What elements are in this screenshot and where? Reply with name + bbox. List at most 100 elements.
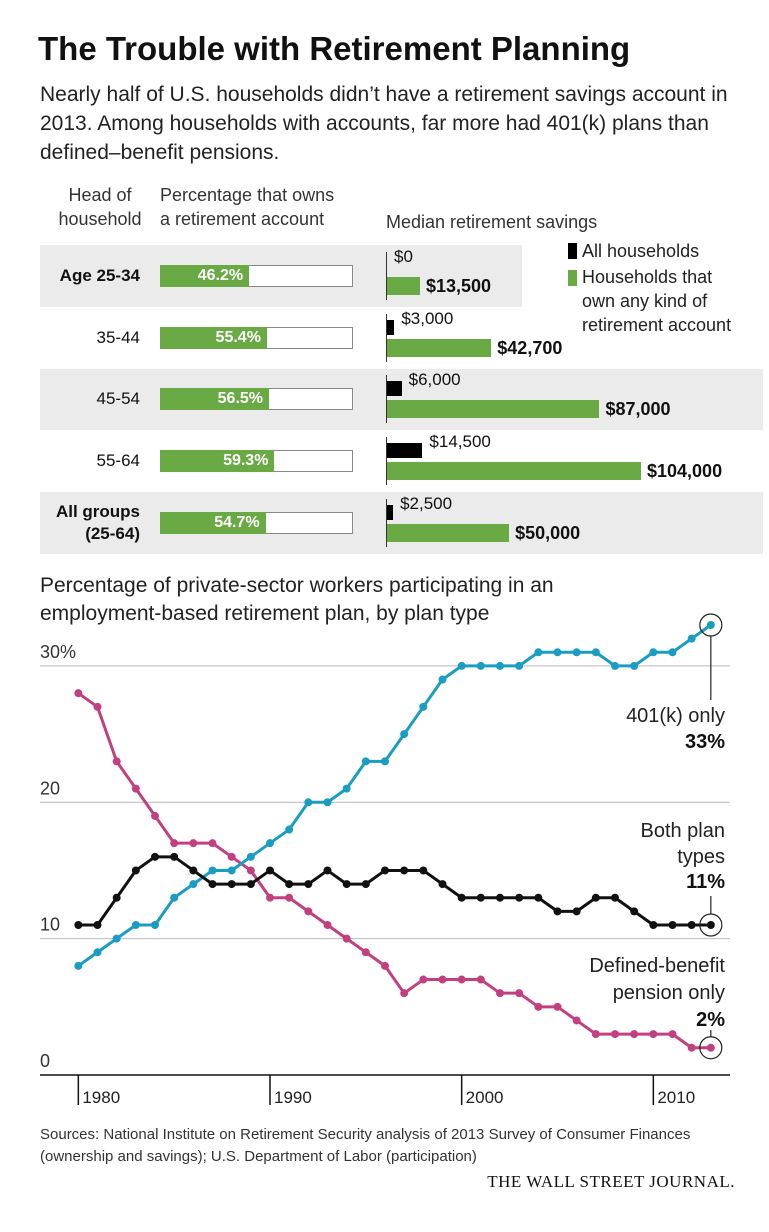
series-line bbox=[77, 691, 711, 1050]
series-point bbox=[591, 1030, 600, 1039]
annotation-value: 11% bbox=[686, 871, 725, 893]
category-label: All groups (25-64) bbox=[55, 501, 140, 543]
series-point bbox=[170, 852, 179, 861]
x-tick-label: 1990 bbox=[274, 1088, 312, 1107]
series-point bbox=[285, 893, 294, 902]
series-point bbox=[151, 811, 159, 820]
series-point bbox=[457, 975, 466, 984]
series-point bbox=[131, 784, 140, 793]
series-point bbox=[304, 880, 313, 889]
series-point bbox=[457, 661, 466, 670]
legend-swatch bbox=[568, 243, 577, 259]
series-point bbox=[361, 757, 370, 766]
series-point bbox=[400, 989, 409, 998]
series-point bbox=[285, 880, 294, 889]
series-point bbox=[189, 839, 198, 848]
ownership-bar bbox=[160, 326, 267, 349]
savings-label: $14,500 bbox=[429, 432, 491, 452]
series-point bbox=[266, 893, 274, 902]
series-point bbox=[668, 921, 677, 929]
series-point bbox=[361, 948, 370, 957]
series-point bbox=[227, 880, 236, 889]
savings-bar bbox=[387, 319, 395, 335]
series-point bbox=[74, 689, 83, 698]
category-label: 55-64 bbox=[96, 451, 140, 471]
series-point bbox=[93, 702, 102, 711]
category-label: Age 25-34 bbox=[59, 265, 140, 285]
series-point bbox=[189, 866, 198, 875]
series-point bbox=[687, 1043, 696, 1052]
y-tick-label: 20 bbox=[40, 778, 60, 798]
ownership-label: 54.7% bbox=[214, 513, 260, 531]
series-point bbox=[342, 934, 351, 943]
series-point bbox=[381, 757, 389, 766]
series-point bbox=[93, 921, 102, 929]
ownership-bar bbox=[160, 388, 270, 411]
savings-bar bbox=[387, 523, 510, 542]
annotation-label: Both plan types bbox=[640, 820, 725, 868]
series-point bbox=[342, 880, 351, 889]
line-chart-title: Percentage of private-sector workers par… bbox=[40, 574, 554, 625]
series-point bbox=[381, 866, 389, 875]
series-point bbox=[649, 1030, 658, 1039]
x-tick-label: 1980 bbox=[82, 1088, 120, 1107]
series-line bbox=[78, 855, 711, 927]
series-point bbox=[74, 961, 83, 970]
series-point bbox=[687, 921, 696, 929]
y-tick-label: 0 bbox=[40, 1051, 50, 1071]
series-point bbox=[534, 1002, 543, 1011]
annotation-value: 33% bbox=[684, 731, 725, 753]
series-point bbox=[630, 907, 639, 916]
savings-bar bbox=[387, 462, 641, 481]
series-point bbox=[266, 839, 274, 848]
series-point bbox=[208, 839, 217, 848]
column-title: Median retirement savings bbox=[386, 212, 598, 232]
series-point bbox=[266, 866, 274, 875]
series-point bbox=[208, 866, 217, 875]
series-point bbox=[323, 866, 332, 875]
series-point bbox=[381, 961, 389, 970]
series-point bbox=[706, 621, 715, 629]
series-point bbox=[131, 866, 140, 875]
series-point bbox=[611, 893, 619, 902]
series-point bbox=[285, 825, 294, 834]
x-tick-label: 2010 bbox=[657, 1088, 695, 1107]
annotation-label: 401(k) only bbox=[626, 705, 725, 727]
series-point bbox=[131, 921, 140, 929]
series-point bbox=[611, 1030, 619, 1039]
series-point bbox=[649, 648, 658, 657]
sources: Sources: National Institute on Retiremen… bbox=[40, 1126, 691, 1165]
savings-label: $87,000 bbox=[605, 399, 671, 420]
series-point bbox=[112, 757, 121, 766]
series-point bbox=[112, 893, 121, 902]
series-point bbox=[323, 798, 332, 807]
savings-label: $13,500 bbox=[425, 275, 492, 296]
series-point bbox=[687, 634, 696, 643]
legend-label: Households that own any kind of retireme… bbox=[582, 267, 732, 335]
series-point bbox=[170, 839, 179, 848]
savings-axis bbox=[386, 437, 387, 486]
column-title: Percentage that owns a retirement accoun… bbox=[160, 185, 335, 229]
series-point bbox=[323, 921, 332, 929]
series-point bbox=[553, 648, 562, 657]
savings-axis bbox=[386, 313, 387, 362]
series-point bbox=[170, 893, 179, 902]
series-point bbox=[496, 661, 504, 670]
legend-label: All households bbox=[582, 241, 700, 261]
series-point bbox=[668, 648, 677, 657]
series-point bbox=[304, 907, 313, 916]
series-point bbox=[668, 1030, 677, 1039]
series-point bbox=[515, 989, 524, 998]
ownership-bar bbox=[160, 264, 250, 287]
series-point bbox=[438, 675, 447, 684]
savings-label: $3,000 bbox=[401, 308, 454, 328]
series-point bbox=[534, 648, 543, 657]
series-point bbox=[419, 975, 428, 984]
ownership-bar bbox=[160, 511, 266, 534]
series-point bbox=[227, 866, 236, 875]
series-point bbox=[304, 798, 313, 807]
savings-bar bbox=[387, 276, 420, 295]
series-point bbox=[151, 852, 159, 861]
column-title: Head of household bbox=[58, 185, 142, 229]
